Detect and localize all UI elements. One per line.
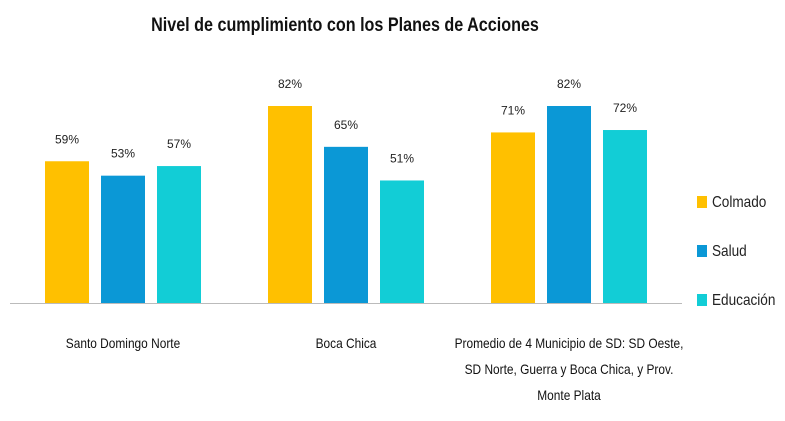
value-label: 71% bbox=[501, 103, 525, 117]
bar bbox=[603, 130, 647, 303]
x-tick-label: Promedio de 4 Municipio de SD: SD Oeste,… bbox=[454, 335, 684, 403]
bar bbox=[491, 132, 535, 303]
bar bbox=[380, 180, 424, 303]
legend-label: Salud bbox=[712, 243, 747, 260]
bar bbox=[157, 166, 201, 303]
value-label: 82% bbox=[557, 77, 581, 91]
bar bbox=[45, 161, 89, 303]
value-label: 59% bbox=[55, 132, 79, 146]
value-label: 57% bbox=[167, 137, 191, 151]
legend-swatch bbox=[697, 294, 707, 306]
value-label: 72% bbox=[613, 101, 637, 115]
chart-title: Nivel de cumplimiento con los Planes de … bbox=[151, 14, 539, 36]
legend-label: Colmado bbox=[712, 194, 766, 211]
value-label: 65% bbox=[334, 118, 358, 132]
bar bbox=[547, 106, 591, 303]
legend-swatch bbox=[697, 196, 707, 208]
value-label: 53% bbox=[111, 147, 135, 161]
value-label: 51% bbox=[390, 151, 414, 165]
legend-label: Educación bbox=[712, 292, 775, 309]
bar bbox=[324, 146, 368, 303]
bar bbox=[101, 175, 145, 303]
x-tick-label: Boca Chica bbox=[315, 335, 377, 351]
x-tick-label: Santo Domingo Norte bbox=[65, 335, 181, 351]
bar bbox=[268, 106, 312, 303]
legend-swatch bbox=[697, 245, 707, 257]
value-label: 82% bbox=[278, 77, 302, 91]
